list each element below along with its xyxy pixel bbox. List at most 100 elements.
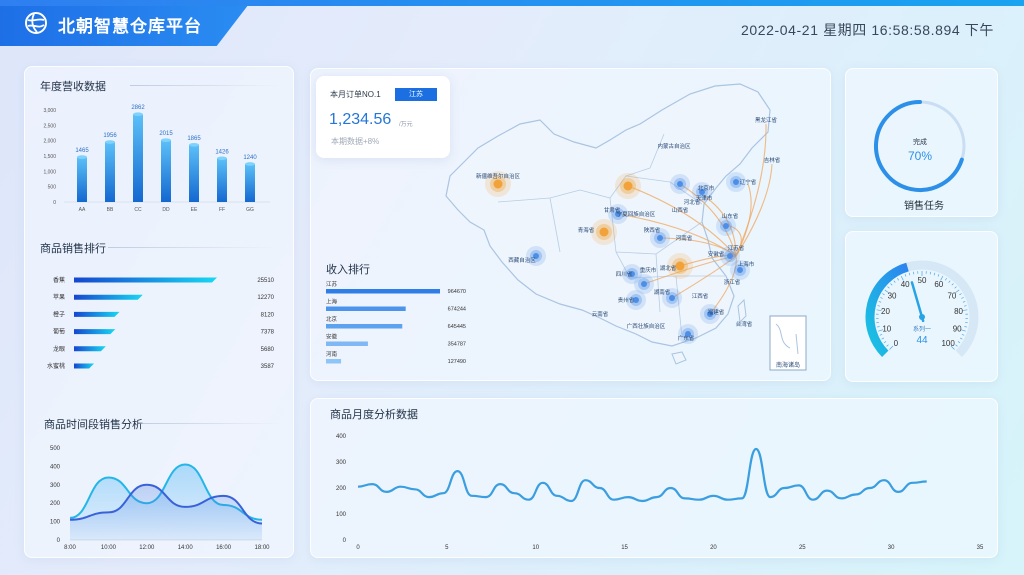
x-tick-label: EE bbox=[191, 207, 198, 213]
x-tick-label: 8:00 bbox=[64, 545, 76, 551]
order-value: 1,234.56 bbox=[329, 111, 392, 128]
x-tick-label: 0 bbox=[356, 545, 360, 551]
map-marker bbox=[615, 211, 621, 217]
x-tick-label: 18:00 bbox=[254, 545, 270, 551]
province-label: 青海省 bbox=[578, 226, 595, 234]
y-tick-label: 1,500 bbox=[43, 154, 56, 160]
province-label: 山西省 bbox=[672, 206, 689, 214]
map-marker bbox=[727, 253, 733, 259]
y-tick-label: 2,500 bbox=[43, 123, 56, 129]
flow-lines bbox=[617, 123, 773, 315]
map-marker bbox=[723, 223, 729, 229]
flow-line bbox=[735, 163, 773, 257]
time-sales-chart: 0 100 200 300 400 500 8:00 10:00 12:00 14:00 16:00… bbox=[50, 446, 270, 551]
gauge-tick-mark bbox=[877, 305, 880, 307]
gauge-tick-label: 20 bbox=[881, 307, 890, 316]
ranking-category-label: 水蜜桃 bbox=[47, 362, 65, 370]
datetime-display: 2022-04-21 星期四 16:58:58.894 下午 bbox=[740, 22, 994, 38]
globe-logo-icon bbox=[25, 12, 47, 34]
x-tick-label: 20 bbox=[710, 545, 717, 551]
order-region-badge[interactable]: 江苏 bbox=[395, 88, 437, 101]
income-ranking-title: 收入排行 bbox=[326, 264, 370, 276]
y-tick-label: 400 bbox=[336, 434, 347, 440]
x-tick-label: DD bbox=[162, 207, 170, 213]
province-label: 吉林省 bbox=[764, 156, 781, 164]
south-sea-label: 南海诸岛 bbox=[776, 361, 800, 369]
y-tick-label: 3,000 bbox=[43, 108, 56, 114]
ranking-bar bbox=[74, 294, 143, 300]
income-bar bbox=[326, 324, 403, 329]
gauge-tick-mark bbox=[954, 286, 957, 289]
bar-value-label: 2862 bbox=[131, 105, 145, 111]
province-label: 甘肃省 bbox=[604, 206, 621, 214]
left-column-panel bbox=[24, 66, 294, 558]
ranking-category-label: 香蕉 bbox=[53, 276, 65, 284]
ranking-value-label: 3587 bbox=[261, 364, 275, 370]
gauge-ticks: 010 20 30 40 50 60 70 80 90 100 bbox=[876, 271, 968, 350]
bar bbox=[245, 163, 255, 202]
income-value-label: 964670 bbox=[448, 289, 466, 295]
ranking-category-label: 橙子 bbox=[53, 310, 65, 318]
gauge-tick-label: 100 bbox=[941, 339, 955, 348]
gauge-tick-label: 90 bbox=[953, 324, 962, 333]
income-category-label: 北京 bbox=[326, 315, 338, 323]
gauge-tick-mark bbox=[954, 289, 960, 294]
gauge-tick-label: 50 bbox=[918, 276, 927, 285]
bar bbox=[77, 157, 87, 202]
monthly-panel bbox=[310, 398, 998, 558]
income-value-label: 674244 bbox=[448, 307, 466, 313]
province-label: 宁夏回族自治区 bbox=[617, 210, 656, 218]
province-label: 湖南省 bbox=[654, 288, 671, 296]
province-label: 黑龙江省 bbox=[755, 116, 778, 124]
sales-task-ring: 完成 70% bbox=[874, 100, 966, 192]
gauge-tick-mark bbox=[945, 277, 947, 281]
province-label: 江苏省 bbox=[728, 244, 745, 252]
income-bar bbox=[326, 306, 406, 311]
flow-line bbox=[659, 237, 737, 257]
province-label: 云南省 bbox=[592, 310, 609, 318]
gauge-tick-label: 60 bbox=[934, 280, 943, 289]
province-label: 新疆维吾尔自治区 bbox=[476, 172, 521, 180]
income-category-label: 江苏 bbox=[326, 280, 338, 288]
bar-cap bbox=[189, 143, 199, 147]
bar-value-label: 1865 bbox=[187, 136, 201, 142]
gauge-tick-mark bbox=[877, 326, 880, 328]
app-title: 北朝智慧仓库平台 bbox=[58, 17, 202, 36]
income-category-label: 安徽 bbox=[326, 333, 338, 341]
gauge-value: 44 bbox=[916, 335, 928, 346]
bar-cap bbox=[105, 140, 115, 144]
y-tick-label: 100 bbox=[336, 512, 347, 518]
x-tick-label: 5 bbox=[445, 545, 449, 551]
gauge-tick-mark bbox=[950, 345, 955, 350]
gauge-tick-mark bbox=[960, 329, 966, 332]
title-banner bbox=[0, 0, 252, 46]
income-value-label: 354787 bbox=[448, 342, 466, 348]
income-category-label: 河南 bbox=[326, 350, 338, 358]
bar bbox=[105, 142, 115, 202]
gauge-pivot bbox=[919, 314, 925, 320]
gauge-tick-label: 30 bbox=[888, 291, 897, 300]
gauge-tick-mark bbox=[890, 283, 893, 286]
map-marker bbox=[629, 271, 635, 277]
gauge-tick-mark bbox=[897, 277, 899, 281]
monthly-line-chart: 0 100 200 300 400 0 5 10 15 20 25 30 35 bbox=[336, 434, 984, 551]
title-divider bbox=[140, 423, 280, 424]
bar bbox=[189, 144, 199, 202]
income-bar bbox=[326, 289, 440, 294]
ranking-value-label: 5680 bbox=[261, 347, 275, 353]
map-marker bbox=[633, 297, 639, 303]
province-label: 上海市 bbox=[738, 260, 755, 268]
province-label: 浙江省 bbox=[724, 278, 741, 286]
ranking-value-label: 7378 bbox=[261, 330, 275, 336]
x-tick-label: 35 bbox=[977, 545, 984, 551]
gauge-tick-mark bbox=[962, 309, 968, 311]
y-tick-label: 2,000 bbox=[43, 139, 56, 145]
bar-value-label: 2015 bbox=[159, 131, 173, 137]
gauge-tick-label: 70 bbox=[947, 291, 956, 300]
gauge-tick-mark bbox=[883, 341, 887, 344]
province-label: 内蒙古自治区 bbox=[657, 142, 691, 150]
flow-line bbox=[627, 185, 737, 257]
ranking-bar bbox=[74, 277, 217, 283]
sales-ranking-title: 商品销售排行 bbox=[40, 243, 106, 255]
gauge-tick-mark bbox=[878, 329, 884, 332]
